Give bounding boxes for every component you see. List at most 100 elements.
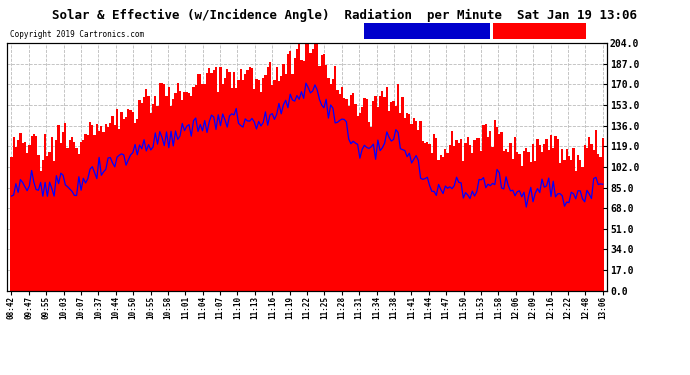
Bar (586, 148, 588, 291)
Bar (204, 84, 206, 291)
Bar (327, 78, 330, 291)
Bar (444, 149, 446, 291)
Bar (600, 157, 602, 291)
Bar (402, 98, 404, 291)
Bar (473, 140, 475, 291)
Bar (541, 152, 543, 291)
Bar (48, 152, 51, 291)
Bar (148, 96, 150, 291)
Bar (484, 124, 487, 291)
Bar (51, 136, 53, 291)
Bar (602, 138, 604, 291)
Bar (136, 119, 139, 291)
Bar (457, 142, 460, 291)
Bar (557, 139, 559, 291)
Bar (107, 127, 109, 291)
Bar (157, 106, 159, 291)
Bar (368, 122, 370, 291)
Bar (372, 101, 375, 291)
Bar (186, 92, 188, 291)
Bar (71, 136, 73, 291)
Bar (60, 143, 62, 291)
Bar (215, 67, 217, 291)
Bar (323, 54, 325, 291)
Bar (112, 116, 114, 291)
Bar (139, 100, 141, 291)
Bar (350, 94, 352, 291)
Bar (264, 75, 266, 291)
Bar (509, 143, 512, 291)
Bar (37, 155, 39, 291)
Bar (179, 91, 181, 291)
Bar (293, 58, 296, 291)
Bar (199, 74, 201, 291)
Bar (242, 80, 244, 291)
Bar (55, 140, 57, 291)
Bar (21, 143, 23, 291)
Bar (527, 152, 530, 291)
Bar (471, 153, 473, 291)
Bar (206, 73, 208, 291)
Bar (514, 137, 516, 291)
Bar (257, 80, 260, 291)
Bar (521, 166, 523, 291)
Bar (480, 151, 482, 291)
Bar (78, 154, 80, 291)
Bar (561, 148, 563, 291)
Bar (318, 66, 321, 291)
Bar (572, 148, 575, 291)
Bar (226, 69, 228, 291)
Bar (102, 132, 105, 291)
Bar (343, 98, 345, 291)
Bar (568, 156, 570, 291)
Bar (466, 137, 469, 291)
Bar (332, 79, 334, 291)
Bar (193, 87, 195, 291)
Bar (397, 84, 400, 291)
Bar (28, 145, 30, 291)
Bar (552, 148, 554, 291)
Bar (314, 44, 316, 291)
Bar (453, 146, 455, 291)
Bar (523, 151, 525, 291)
Bar (554, 136, 557, 291)
Bar (46, 156, 48, 291)
Bar (420, 121, 422, 291)
Bar (534, 161, 536, 291)
Bar (464, 143, 466, 291)
Bar (62, 132, 64, 291)
Bar (460, 140, 462, 291)
Bar (469, 145, 471, 291)
Bar (577, 155, 579, 291)
Bar (440, 155, 442, 291)
Bar (591, 144, 593, 291)
Bar (532, 144, 534, 291)
Bar (377, 107, 379, 291)
Bar (345, 99, 348, 291)
Bar (341, 87, 343, 291)
Bar (221, 84, 224, 291)
Bar (309, 53, 312, 291)
Bar (19, 133, 21, 291)
Bar (210, 73, 213, 291)
Bar (260, 92, 262, 291)
Bar (428, 144, 431, 291)
Bar (280, 76, 282, 291)
Bar (152, 105, 154, 291)
Bar (482, 125, 484, 291)
Bar (184, 93, 186, 291)
Bar (502, 151, 505, 291)
Bar (512, 159, 514, 291)
Bar (201, 84, 204, 291)
Bar (170, 106, 172, 291)
Bar (98, 131, 100, 291)
Bar (366, 99, 368, 291)
Bar (348, 106, 350, 291)
Bar (154, 96, 157, 291)
Bar (316, 43, 318, 291)
Bar (284, 74, 287, 291)
Bar (190, 96, 193, 291)
Bar (255, 79, 257, 291)
Bar (498, 134, 500, 291)
Bar (114, 125, 116, 291)
